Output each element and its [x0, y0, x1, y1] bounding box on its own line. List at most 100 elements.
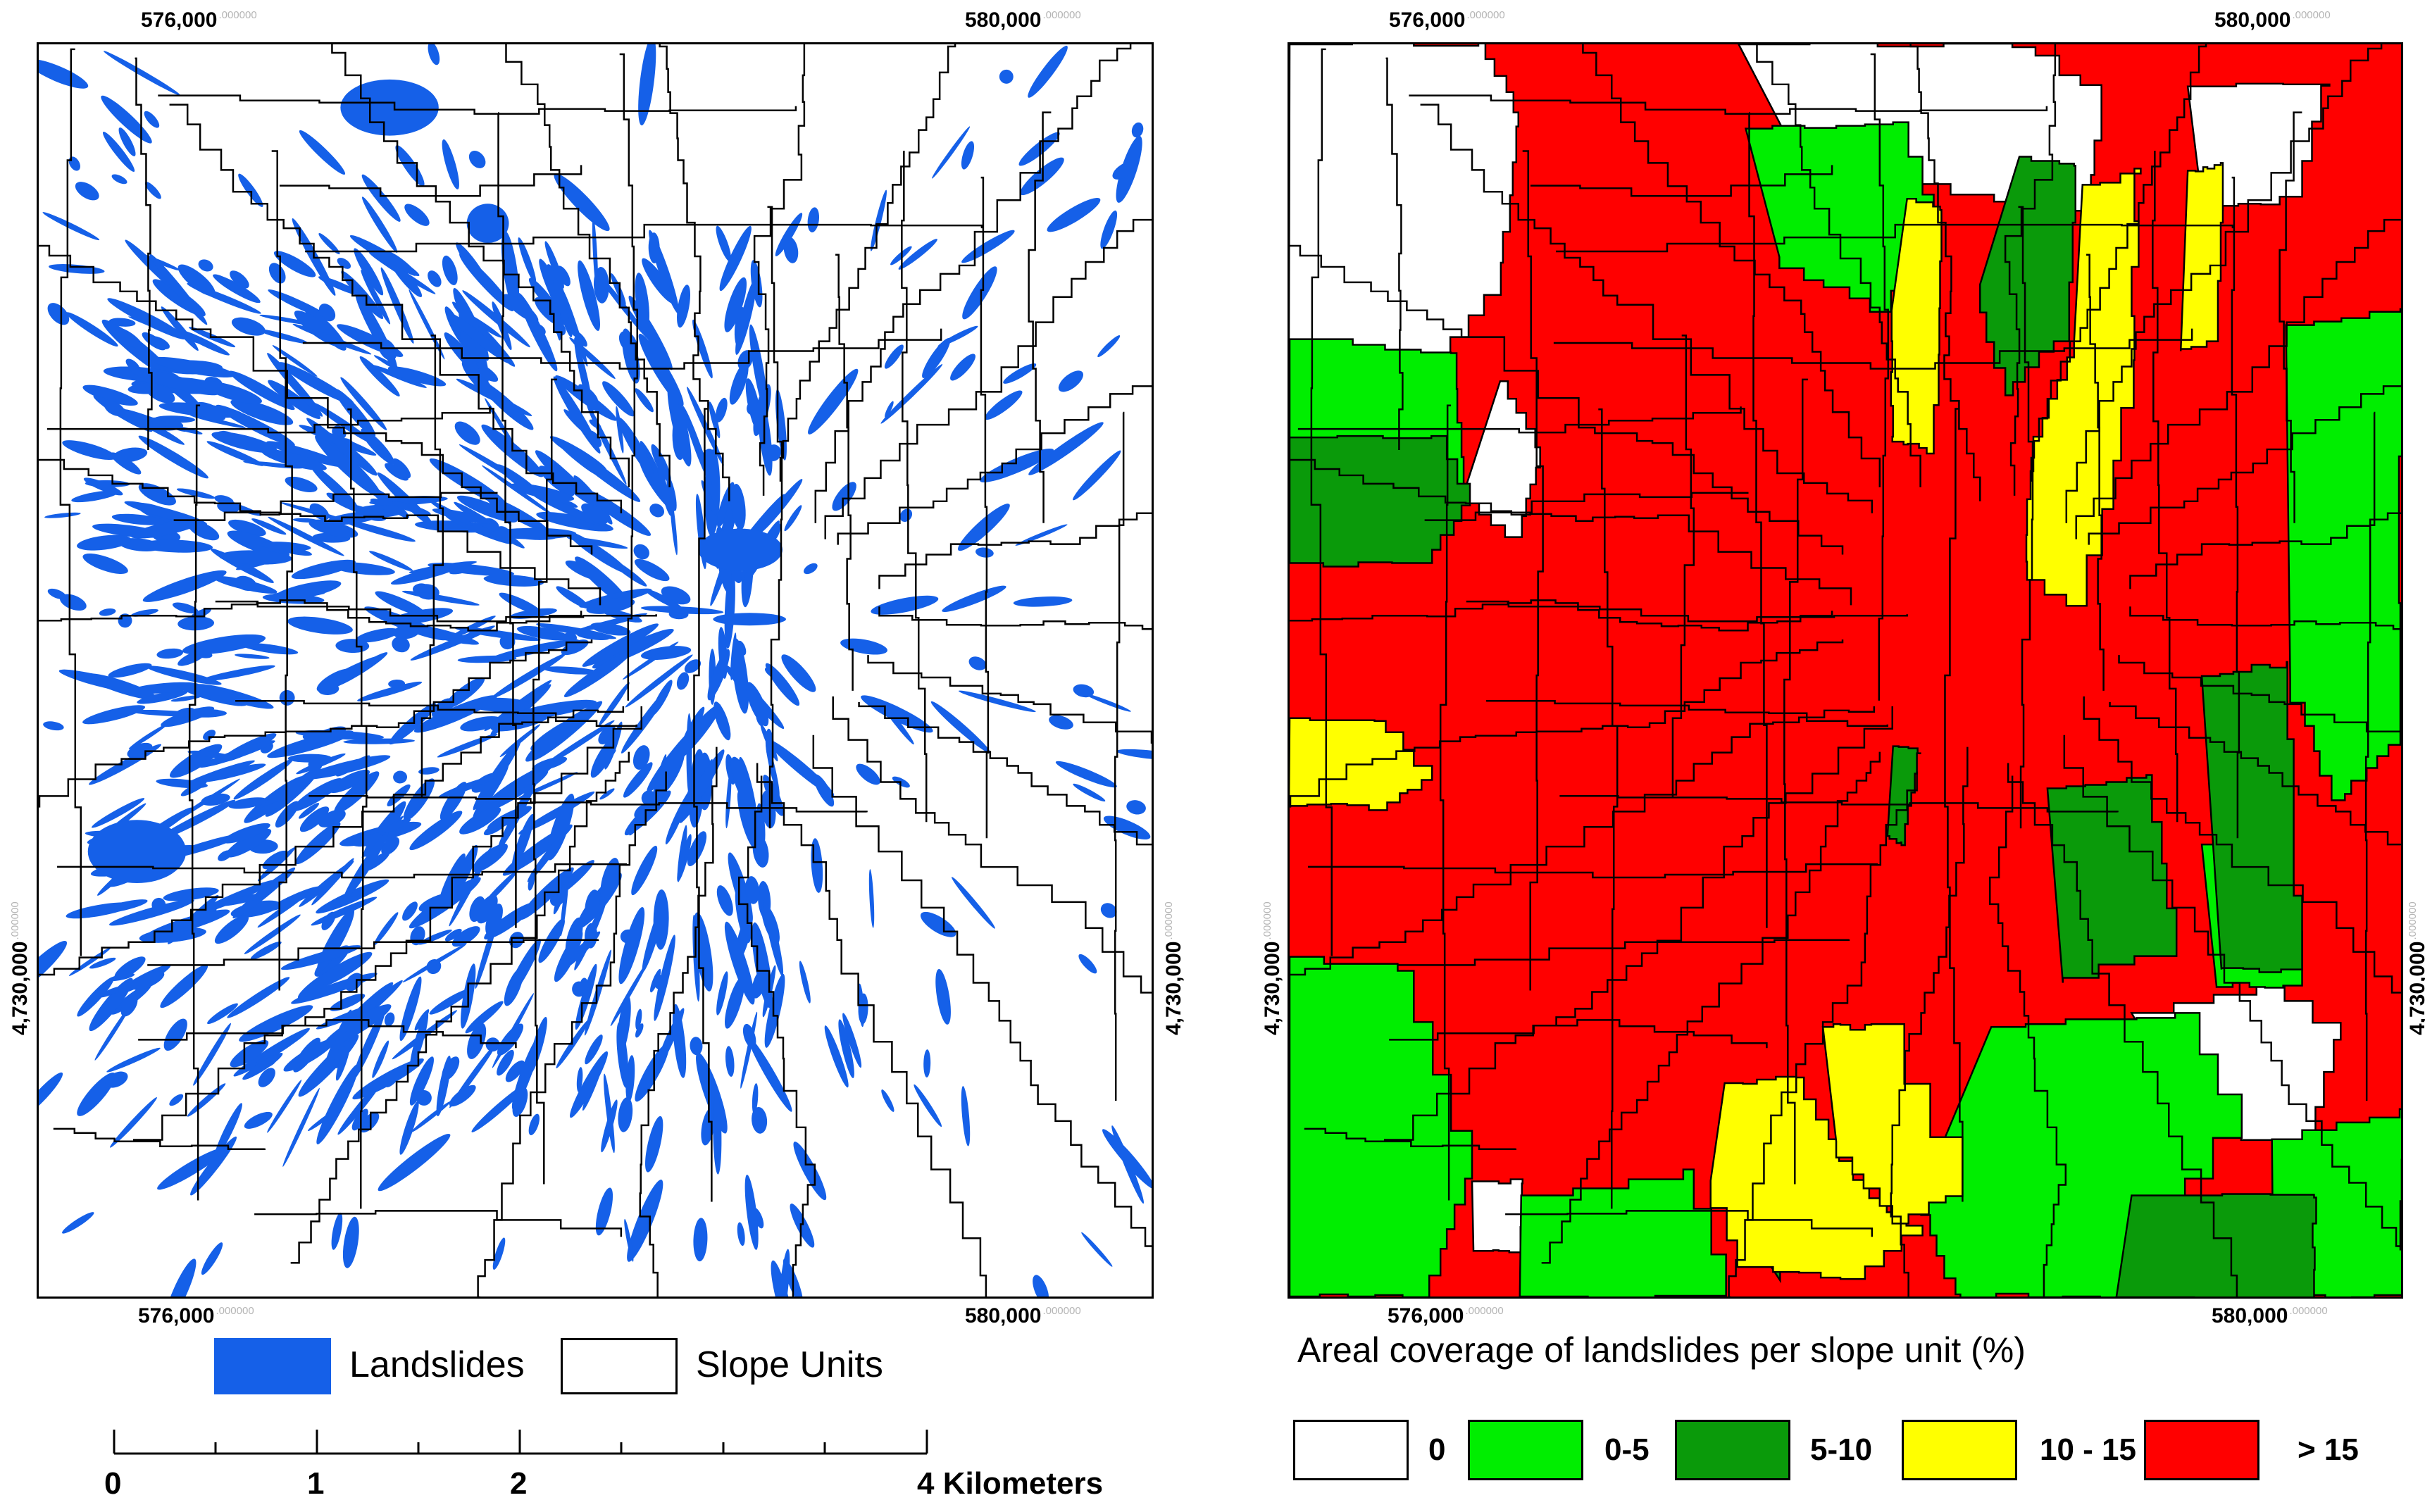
tick-decimals: .000000 [2407, 901, 2419, 940]
landslide-polygon [155, 799, 236, 842]
landslide-polygon [763, 898, 784, 977]
landslide-polygon [737, 1222, 745, 1247]
coverage-choropleth-map [1290, 44, 2401, 1297]
right-map-top-tick-576000: 576,000.000000 [1389, 8, 1505, 32]
landslide-polygon [329, 769, 370, 794]
landslide-polygon [544, 241, 564, 289]
landslide-polygon [804, 563, 818, 575]
landslide-polygon [83, 477, 123, 496]
landslide-polygon [201, 1242, 223, 1275]
slope-unit-boundary [980, 176, 990, 839]
landslide-polygon [120, 995, 138, 1017]
landslide-polygon [536, 511, 613, 532]
slope-unit-boundary [235, 700, 638, 727]
slope-unit-boundary [1420, 104, 1874, 513]
landslide-polygon [499, 634, 516, 650]
slope-unit-boundary [1870, 53, 1890, 701]
landslide-polygon [89, 744, 162, 785]
landslide-polygon [1028, 422, 1104, 475]
landslide-polygon [651, 444, 671, 483]
landslide-polygon [623, 762, 653, 798]
landslide-polygon [388, 679, 406, 688]
landslide-polygon [437, 733, 498, 758]
landslide-polygon [778, 1249, 790, 1297]
landslide-polygon [462, 290, 530, 348]
landslide-polygon [497, 1049, 514, 1076]
landslide-polygon [586, 597, 635, 614]
tick-decimals: .000000 [1465, 1305, 1504, 1317]
landslide-polygon [219, 550, 292, 565]
landslide-polygon [656, 1008, 685, 1069]
slope-unit-boundary [1559, 794, 2119, 813]
landslide-polygon [622, 328, 640, 384]
landslide-polygon [101, 95, 152, 144]
slope-unit-boundary [2030, 44, 2207, 482]
landslide-polygon [485, 904, 503, 936]
landslide-polygon [680, 706, 705, 749]
slope-unit-boundary [753, 44, 806, 496]
tick-decimals: .000000 [216, 1305, 254, 1317]
tick-text: 4,730,000 [2406, 941, 2425, 1035]
landslide-polygon [230, 270, 249, 289]
landslide-polygon [361, 174, 401, 222]
landslide-polygon [75, 182, 99, 201]
landslide-polygon [698, 528, 783, 571]
slope-unit-boundary [2063, 735, 2401, 1247]
landslide-polygon [381, 837, 400, 856]
landslide-polygon [485, 1037, 500, 1052]
landslide-polygon [644, 589, 683, 611]
landslide-polygon [359, 356, 400, 396]
landslide-polygon [488, 762, 555, 804]
landslide-polygon [1058, 370, 1084, 392]
landslide-polygon [42, 212, 100, 241]
landslide-polygon [179, 330, 230, 356]
slope-unit-boundary [1385, 57, 1404, 451]
landslide-polygon [318, 809, 346, 827]
landslide-polygon [962, 266, 997, 320]
landslide-polygon [585, 1035, 603, 1065]
landslide-polygon [747, 1036, 792, 1112]
landslide-polygon [316, 1063, 359, 1144]
slope-unit-boundary [824, 218, 1152, 539]
landslide-polygon [561, 639, 589, 656]
landslide-polygon [39, 1072, 63, 1117]
landslide-polygon [357, 681, 423, 701]
landslide-polygon [642, 258, 675, 304]
landslide-polygon [561, 289, 588, 367]
landslide-polygon [295, 822, 341, 865]
slope-unit-boundary [305, 223, 983, 253]
landslide-polygon [149, 254, 208, 325]
slope-unit-boundary [1553, 328, 2193, 370]
slope-unit-boundary [2278, 111, 2302, 523]
landslide-polygon [316, 668, 354, 692]
landslide-polygon [653, 889, 669, 950]
landslide-polygon [935, 969, 951, 1025]
landslide-polygon [676, 672, 690, 690]
landslide-polygon [861, 695, 933, 733]
landslide-polygon [418, 892, 461, 913]
landslide-polygon [229, 370, 295, 411]
slope-unit-boundary [1909, 44, 1981, 501]
right-map-landslide-coverage[interactable] [1288, 42, 2403, 1299]
slope-unit-boundary [1748, 112, 1768, 928]
slope-unit-boundary [158, 94, 797, 115]
left-map-landslides[interactable] [37, 42, 1154, 1299]
landslide-polygon [109, 899, 194, 926]
legend-swatch-class-10-15 [1902, 1420, 2017, 1480]
landslide-polygon [584, 949, 612, 1036]
slope-unit-boundary [1114, 411, 1125, 1101]
landslide-polygon [501, 230, 520, 311]
landslide-polygon [640, 606, 724, 615]
slope-unit-boundary [477, 771, 667, 1297]
landslide-polygon [409, 811, 463, 851]
slope-unit-boundary [1304, 1127, 1517, 1150]
tick-decimals: .000000 [1163, 901, 1175, 940]
landslide-polygon [266, 441, 347, 468]
landslide-polygon [566, 537, 628, 549]
landslide-polygon [39, 58, 89, 89]
landslide-polygon [250, 941, 282, 960]
landslide-polygon [730, 756, 754, 808]
landslide-polygon [575, 963, 597, 1030]
landslide-polygon [354, 248, 384, 296]
landslide-polygon [600, 858, 620, 901]
